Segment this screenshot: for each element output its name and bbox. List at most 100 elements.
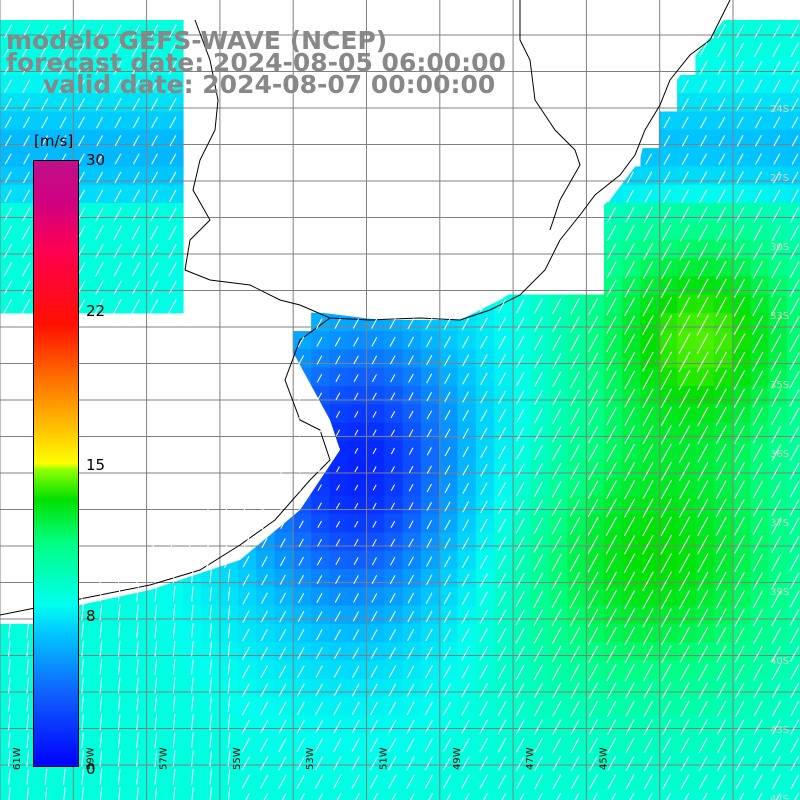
wind-arrow	[117, 585, 121, 602]
wind-arrow	[606, 626, 617, 646]
wind-cell	[292, 788, 312, 800]
wind-cell	[366, 788, 385, 800]
wind-arrow	[717, 79, 726, 93]
latitude-label: 39S	[770, 587, 789, 598]
wind-arrow	[172, 750, 176, 767]
wind-arrow	[789, 243, 800, 260]
wind-arrow	[534, 774, 543, 790]
wind-cell	[750, 788, 770, 800]
wind-arrow	[606, 243, 617, 260]
wind-arrow	[497, 536, 507, 552]
wind-arrow	[734, 608, 745, 627]
wind-arrow	[718, 135, 726, 147]
wind-cell	[786, 514, 800, 533]
wind-arrow	[113, 79, 122, 93]
wind-arrow	[515, 518, 525, 534]
wind-arrow	[442, 738, 452, 753]
wind-arrow	[588, 407, 599, 425]
wind-arrow	[735, 719, 745, 735]
wind-arrow	[607, 206, 617, 223]
wind-arrow	[95, 42, 104, 57]
wind-arrow	[498, 408, 507, 423]
wind-arrow	[789, 407, 800, 425]
wind-arrow	[40, 42, 49, 57]
wind-arrow	[114, 135, 122, 147]
wind-arrow	[334, 611, 341, 622]
wind-arrow	[462, 482, 470, 494]
wind-arrow	[660, 589, 672, 610]
wind-arrow	[551, 444, 562, 461]
wind-arrow	[241, 701, 250, 716]
wind-arrow	[770, 333, 782, 353]
wind-arrow	[642, 645, 654, 664]
wind-arrow	[77, 116, 85, 129]
wind-arrow	[317, 447, 322, 455]
wind-arrow	[21, 298, 31, 314]
wind-arrow	[588, 370, 599, 389]
wind-arrow	[606, 443, 617, 463]
wind-arrow	[752, 279, 764, 298]
wind-arrow	[154, 750, 158, 767]
wind-cell	[640, 788, 660, 800]
wind-arrow	[296, 756, 305, 771]
wind-arrow	[551, 645, 562, 663]
wind-arrow	[681, 135, 689, 147]
wind-arrow	[314, 738, 324, 753]
wind-arrow	[168, 280, 177, 295]
wind-arrow	[461, 555, 470, 569]
wind-arrow	[45, 787, 48, 800]
wind-arrow	[479, 591, 488, 606]
wind-arrow	[4, 153, 12, 165]
wind-arrow	[390, 466, 395, 473]
wind-arrow	[551, 553, 562, 572]
wind-arrow	[625, 737, 635, 754]
wind-arrow	[261, 501, 268, 512]
wind-arrow	[316, 593, 323, 603]
wind-arrow	[516, 298, 525, 314]
wind-arrow	[754, 60, 763, 76]
wind-arrow	[261, 519, 268, 530]
wind-arrow	[753, 737, 763, 753]
wind-arrow	[81, 622, 84, 639]
wind-arrow	[406, 701, 415, 716]
wind-arrow	[551, 517, 562, 535]
wind-arrow	[241, 719, 250, 734]
wind-arrow	[191, 622, 194, 639]
wind-cell	[311, 788, 330, 800]
wind-cell	[439, 788, 459, 800]
wind-arrow	[624, 589, 636, 610]
wind-arrow	[131, 207, 141, 222]
wind-arrow	[3, 298, 13, 314]
wind-arrow	[150, 262, 159, 277]
wind-arrow	[569, 498, 581, 517]
wind-arrow	[407, 336, 414, 348]
wind-arrow	[77, 189, 85, 203]
wind-arrow	[228, 787, 231, 800]
wind-arrow	[353, 593, 359, 603]
wind-arrow	[117, 750, 121, 767]
wind-arrow	[259, 719, 269, 734]
wind-arrow	[22, 98, 31, 111]
wind-arrow	[479, 628, 488, 643]
wind-arrow	[551, 480, 562, 498]
wind-arrow	[245, 792, 251, 800]
wind-arrow	[150, 243, 159, 259]
wind-arrow	[624, 315, 636, 335]
wind-arrow	[515, 499, 525, 515]
wind-arrow	[95, 243, 104, 259]
wind-arrow	[371, 557, 377, 566]
wind-arrow	[642, 388, 654, 408]
wind-arrow	[757, 792, 763, 800]
wind-arrow	[150, 298, 159, 314]
wind-arrow	[3, 42, 13, 57]
wind-arrow	[497, 701, 507, 717]
wind-arrow	[298, 556, 304, 566]
wind-arrow	[697, 535, 709, 555]
wind-arrow	[697, 242, 709, 261]
land-mask	[0, 0, 740, 618]
wind-arrow	[426, 355, 433, 366]
wind-arrow	[278, 665, 287, 679]
wind-arrow	[551, 590, 562, 609]
wind-arrow	[425, 574, 433, 586]
wind-arrow	[480, 482, 488, 495]
